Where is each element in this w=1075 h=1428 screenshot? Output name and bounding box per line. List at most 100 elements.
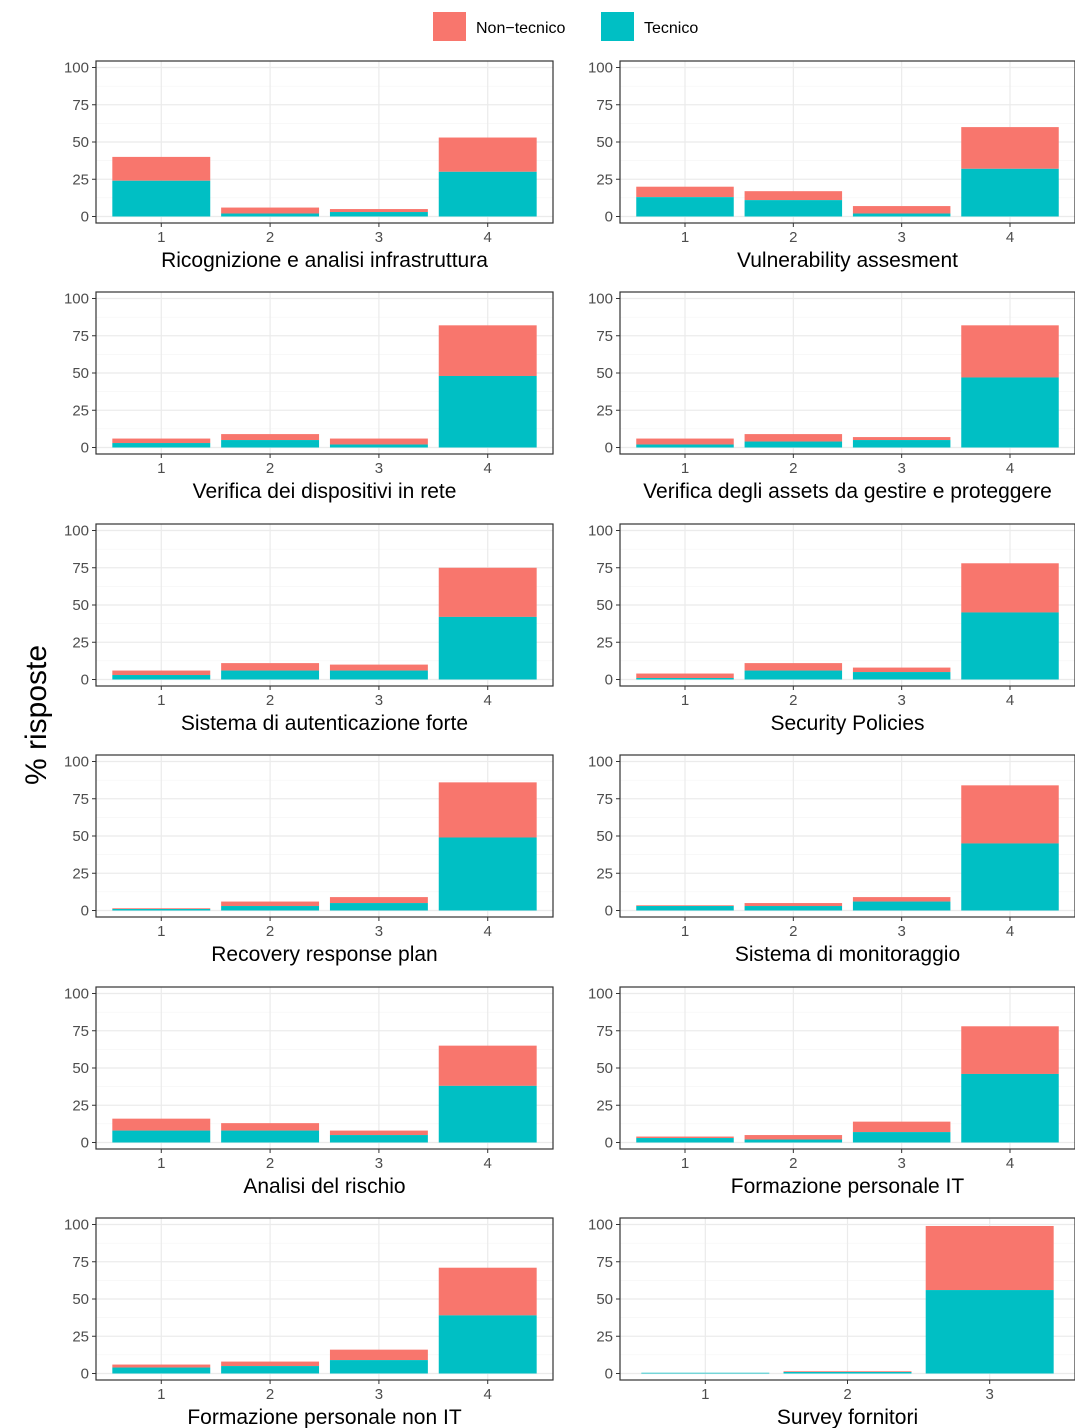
y-tick-label: 25 bbox=[596, 1328, 613, 1345]
bar-non-tecnico bbox=[329, 438, 428, 445]
panel-title: Formazione personale non IT bbox=[187, 1406, 461, 1428]
panel-5: 0 25 50 75 100 1 2 3 4 Sistema di autenticazione … bbox=[64, 523, 554, 735]
bar-tecnico bbox=[112, 675, 211, 680]
y-tick-label: 75 bbox=[596, 560, 613, 577]
bar-non-tecnico bbox=[438, 137, 537, 172]
x-tick-label: 4 bbox=[1006, 692, 1014, 709]
panel-border bbox=[95, 523, 554, 687]
bar-non-tecnico bbox=[852, 206, 951, 214]
bar-tecnico bbox=[852, 440, 951, 448]
legend-label-tecnico: Tecnico bbox=[644, 20, 698, 37]
y-tick-label: 100 bbox=[64, 986, 89, 1003]
bar-non-tecnico bbox=[961, 325, 1059, 378]
y-tick-label: 50 bbox=[596, 828, 613, 845]
bar-non-tecnico bbox=[221, 663, 320, 671]
panel-11: 0 25 50 75 100 1 2 3 4 Formazione personale non I… bbox=[64, 1217, 554, 1428]
x-tick-label: 1 bbox=[157, 1386, 165, 1403]
x-tick-label: 4 bbox=[484, 1155, 492, 1172]
bar-non-tecnico bbox=[636, 1136, 734, 1139]
bar-tecnico bbox=[221, 440, 320, 448]
bar-non-tecnico bbox=[221, 1361, 320, 1367]
x-tick-label: 4 bbox=[484, 923, 492, 940]
x-tick-label: 2 bbox=[266, 692, 274, 709]
bar-non-tecnico bbox=[852, 1121, 951, 1133]
y-tick-label: 25 bbox=[72, 1328, 89, 1345]
x-tick-label: 1 bbox=[681, 460, 689, 477]
bar-non-tecnico bbox=[852, 437, 951, 441]
x-tick-label: 4 bbox=[484, 229, 492, 246]
bar-non-tecnico bbox=[329, 897, 428, 904]
bar-tecnico bbox=[852, 213, 951, 217]
x-tick-label: 2 bbox=[266, 1386, 274, 1403]
panel-4: 0 25 50 75 100 1 2 3 4 Verifica degli assets da g… bbox=[588, 291, 1075, 503]
x-tick-label: 2 bbox=[843, 1386, 851, 1403]
bar-tecnico bbox=[221, 670, 320, 680]
y-axis-label: % risposte bbox=[20, 645, 53, 785]
x-tick-label: 3 bbox=[375, 460, 383, 477]
x-tick-label: 2 bbox=[789, 692, 797, 709]
y-tick-label: 25 bbox=[596, 402, 613, 419]
x-tick-label: 1 bbox=[681, 923, 689, 940]
y-tick-label: 75 bbox=[72, 1254, 89, 1271]
panel-border bbox=[619, 523, 1075, 687]
y-tick-label: 50 bbox=[72, 1291, 89, 1308]
panel-border bbox=[95, 291, 554, 455]
y-tick-label: 50 bbox=[72, 828, 89, 845]
bar-tecnico bbox=[329, 444, 428, 448]
x-tick-label: 3 bbox=[375, 229, 383, 246]
panel-8: 0 25 50 75 100 1 2 3 4 Sistema di monitoraggio bbox=[588, 754, 1075, 966]
bar-non-tecnico bbox=[783, 1371, 912, 1373]
x-tick-label: 1 bbox=[157, 460, 165, 477]
bar-tecnico bbox=[329, 212, 428, 217]
y-tick-label: 100 bbox=[588, 60, 613, 77]
legend-swatch-tecnico bbox=[601, 12, 634, 41]
bar-tecnico bbox=[852, 901, 951, 911]
bar-tecnico bbox=[438, 1315, 537, 1374]
y-tick-label: 0 bbox=[605, 1366, 613, 1383]
bar-tecnico bbox=[112, 180, 211, 217]
bar-non-tecnico bbox=[438, 1267, 537, 1316]
x-tick-label: 1 bbox=[157, 229, 165, 246]
x-tick-label: 2 bbox=[789, 923, 797, 940]
y-tick-label: 0 bbox=[81, 672, 89, 689]
x-tick-label: 4 bbox=[1006, 460, 1014, 477]
bar-non-tecnico bbox=[961, 1026, 1059, 1074]
bar-tecnico bbox=[961, 377, 1059, 448]
bar-non-tecnico bbox=[852, 897, 951, 902]
y-tick-label: 100 bbox=[588, 291, 613, 308]
x-tick-label: 3 bbox=[375, 1155, 383, 1172]
x-tick-label: 2 bbox=[789, 460, 797, 477]
x-tick-label: 1 bbox=[157, 923, 165, 940]
y-tick-label: 50 bbox=[596, 1291, 613, 1308]
panel-1: 0 25 50 75 100 1 2 3 4 Ricognizione e analisi inf… bbox=[64, 60, 554, 272]
x-tick-label: 4 bbox=[1006, 923, 1014, 940]
panel-border bbox=[619, 60, 1075, 224]
bar-tecnico bbox=[961, 612, 1059, 680]
bar-tecnico bbox=[112, 909, 211, 911]
bar-tecnico bbox=[112, 443, 211, 448]
y-tick-label: 0 bbox=[605, 903, 613, 920]
bar-non-tecnico bbox=[329, 209, 428, 213]
bar-tecnico bbox=[852, 672, 951, 680]
panel-border bbox=[619, 986, 1075, 1150]
y-tick-label: 75 bbox=[72, 791, 89, 808]
bar-non-tecnico bbox=[112, 156, 211, 181]
bar-tecnico bbox=[744, 906, 843, 911]
bar-tecnico bbox=[438, 375, 537, 448]
y-tick-label: 100 bbox=[588, 986, 613, 1003]
bar-non-tecnico bbox=[112, 670, 211, 676]
panel-3: 0 25 50 75 100 1 2 3 4 Verifica dei dispositivi i… bbox=[64, 291, 554, 503]
panel-title: Verifica dei dispositivi in rete bbox=[193, 480, 457, 503]
y-tick-label: 50 bbox=[72, 134, 89, 151]
bar-tecnico bbox=[961, 168, 1059, 217]
x-tick-label: 3 bbox=[375, 692, 383, 709]
y-tick-label: 0 bbox=[605, 672, 613, 689]
x-tick-label: 4 bbox=[1006, 1155, 1014, 1172]
bar-tecnico bbox=[852, 1132, 951, 1143]
x-tick-label: 4 bbox=[484, 692, 492, 709]
y-tick-label: 50 bbox=[596, 365, 613, 382]
bar-non-tecnico bbox=[329, 1349, 428, 1361]
y-tick-label: 25 bbox=[596, 171, 613, 188]
